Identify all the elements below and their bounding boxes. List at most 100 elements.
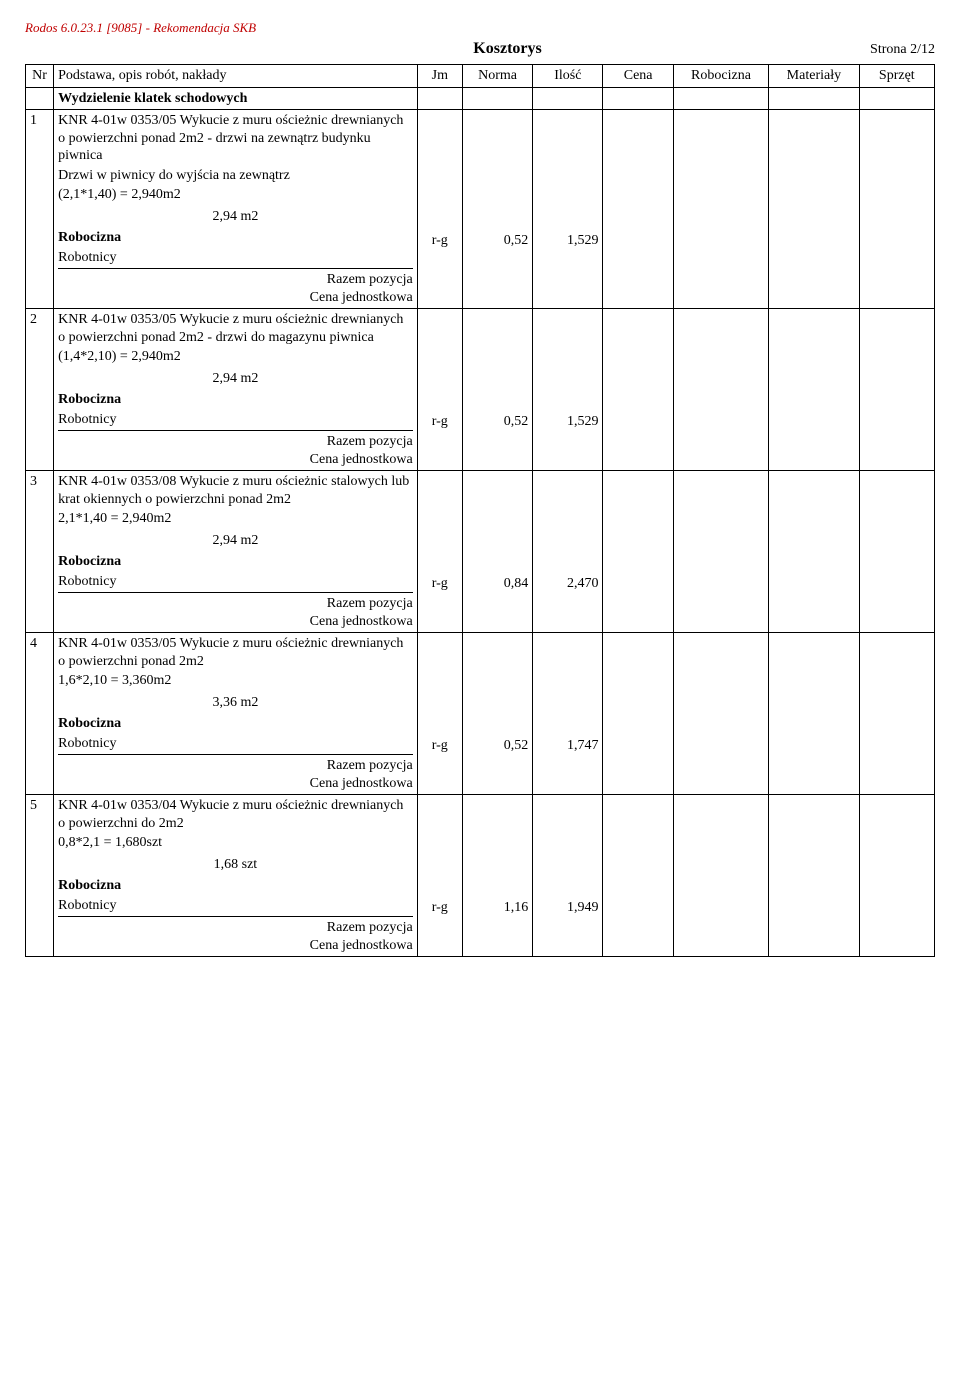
cena-jednostkowa-label: Cena jednostkowa bbox=[58, 775, 413, 793]
empty-cell bbox=[859, 795, 934, 957]
empty-cell bbox=[673, 633, 768, 795]
col-header-sprzet: Sprzęt bbox=[859, 65, 934, 88]
item-calc: (1,4*2,10) = 2,940m2 bbox=[58, 348, 413, 366]
cell: 1,747 bbox=[533, 633, 603, 795]
item-title: KNR 4-01w 0353/05 Wykucie z muru ościeżn… bbox=[58, 635, 413, 670]
empty-cell bbox=[603, 309, 673, 471]
cell: 1,16 bbox=[462, 795, 532, 957]
item-nr: 2 bbox=[26, 309, 54, 471]
item-nr: 4 bbox=[26, 633, 54, 795]
empty-cell bbox=[859, 309, 934, 471]
robocizna-label: Robocizna bbox=[58, 553, 413, 571]
item-title: KNR 4-01w 0353/08 Wykucie z muru ościeżn… bbox=[58, 473, 413, 508]
cena-jednostkowa-label: Cena jednostkowa bbox=[58, 451, 413, 469]
page-indicator: Strona 2/12 bbox=[870, 42, 935, 58]
item-jm: r-g bbox=[422, 899, 458, 917]
item-qty: 2,94 m2 bbox=[58, 532, 413, 550]
item-qty: 2,94 m2 bbox=[58, 370, 413, 388]
header-label: Rodos 6.0.23.1 [9085] - Rekomendacja SKB bbox=[25, 20, 935, 36]
robocizna-label: Robocizna bbox=[58, 715, 413, 733]
item-ilosc: 1,529 bbox=[537, 413, 598, 431]
robotnicy-label: Robotnicy bbox=[58, 411, 413, 429]
item-qty: 1,68 szt bbox=[58, 856, 413, 874]
cell: r-g bbox=[417, 633, 462, 795]
empty-cell bbox=[603, 633, 673, 795]
item-ilosc: 1,529 bbox=[537, 232, 598, 250]
cell: 2,470 bbox=[533, 471, 603, 633]
robocizna-label: Robocizna bbox=[58, 391, 413, 409]
cell: r-g bbox=[417, 309, 462, 471]
empty-cell bbox=[673, 795, 768, 957]
item-desc: KNR 4-01w 0353/05 Wykucie z muru ościeżn… bbox=[54, 633, 418, 795]
table-row: 5KNR 4-01w 0353/04 Wykucie z muru oścież… bbox=[26, 795, 935, 957]
item-title: KNR 4-01w 0353/04 Wykucie z muru ościeżn… bbox=[58, 797, 413, 832]
doc-title: Kosztorys bbox=[145, 40, 870, 58]
cena-jednostkowa-label: Cena jednostkowa bbox=[58, 937, 413, 955]
empty-cell bbox=[673, 471, 768, 633]
item-jm: r-g bbox=[422, 575, 458, 593]
item-ilosc: 2,470 bbox=[537, 575, 598, 593]
robocizna-label: Robocizna bbox=[58, 877, 413, 895]
empty-cell bbox=[769, 110, 859, 309]
item-jm: r-g bbox=[422, 232, 458, 250]
robotnicy-label: Robotnicy bbox=[58, 573, 413, 591]
empty-cell bbox=[603, 110, 673, 309]
table-row: 2KNR 4-01w 0353/05 Wykucie z muru oścież… bbox=[26, 309, 935, 471]
item-norma: 0,52 bbox=[467, 737, 528, 755]
empty-cell bbox=[673, 110, 768, 309]
item-qty: 2,94 m2 bbox=[58, 208, 413, 226]
cost-table: Nr Podstawa, opis robót, nakłady Jm Norm… bbox=[25, 64, 935, 957]
title-row: Kosztorys Strona 2/12 bbox=[25, 40, 935, 58]
col-header-robocizna: Robocizna bbox=[673, 65, 768, 88]
col-header-jm: Jm bbox=[417, 65, 462, 88]
empty-cell bbox=[859, 633, 934, 795]
item-qty: 3,36 m2 bbox=[58, 694, 413, 712]
col-header-ilosc: Ilość bbox=[533, 65, 603, 88]
col-header-desc: Podstawa, opis robót, nakłady bbox=[54, 65, 418, 88]
empty-cell bbox=[859, 471, 934, 633]
item-norma: 0,52 bbox=[467, 232, 528, 250]
table-row: 3KNR 4-01w 0353/08 Wykucie z muru oścież… bbox=[26, 471, 935, 633]
item-desc: KNR 4-01w 0353/04 Wykucie z muru ościeżn… bbox=[54, 795, 418, 957]
item-calc: 2,1*1,40 = 2,940m2 bbox=[58, 510, 413, 528]
item-calc: 1,6*2,10 = 3,360m2 bbox=[58, 672, 413, 690]
cell: 0,52 bbox=[462, 633, 532, 795]
cell: 1,529 bbox=[533, 309, 603, 471]
empty-cell bbox=[769, 471, 859, 633]
table-header-row: Nr Podstawa, opis robót, nakłady Jm Norm… bbox=[26, 65, 935, 88]
section-row: Wydzielenie klatek schodowych bbox=[26, 87, 935, 110]
col-header-cena: Cena bbox=[603, 65, 673, 88]
empty-cell bbox=[603, 471, 673, 633]
item-nr: 1 bbox=[26, 110, 54, 309]
item-calc: (2,1*1,40) = 2,940m2 bbox=[58, 186, 413, 204]
empty-cell bbox=[603, 795, 673, 957]
cell: 1,529 bbox=[533, 110, 603, 309]
item-title: KNR 4-01w 0353/05 Wykucie z muru ościeżn… bbox=[58, 112, 413, 165]
cell: 0,52 bbox=[462, 110, 532, 309]
item-norma: 1,16 bbox=[467, 899, 528, 917]
item-jm: r-g bbox=[422, 413, 458, 431]
empty-cell bbox=[859, 110, 934, 309]
item-title: KNR 4-01w 0353/05 Wykucie z muru ościeżn… bbox=[58, 311, 413, 346]
razem-pozycja-label: Razem pozycja bbox=[58, 754, 413, 775]
cena-jednostkowa-label: Cena jednostkowa bbox=[58, 613, 413, 631]
razem-pozycja-label: Razem pozycja bbox=[58, 916, 413, 937]
item-nr: 3 bbox=[26, 471, 54, 633]
section-title: Wydzielenie klatek schodowych bbox=[54, 87, 418, 110]
robocizna-label: Robocizna bbox=[58, 229, 413, 247]
empty-cell bbox=[769, 633, 859, 795]
razem-pozycja-label: Razem pozycja bbox=[58, 592, 413, 613]
item-subtext: Drzwi w piwnicy do wyjścia na zewnątrz bbox=[58, 167, 413, 185]
cell: 1,949 bbox=[533, 795, 603, 957]
item-desc: KNR 4-01w 0353/05 Wykucie z muru ościeżn… bbox=[54, 110, 418, 309]
empty-cell bbox=[769, 309, 859, 471]
item-desc: KNR 4-01w 0353/08 Wykucie z muru ościeżn… bbox=[54, 471, 418, 633]
col-header-norma: Norma bbox=[462, 65, 532, 88]
col-header-materialy: Materiały bbox=[769, 65, 859, 88]
cell: 0,84 bbox=[462, 471, 532, 633]
item-desc: KNR 4-01w 0353/05 Wykucie z muru ościeżn… bbox=[54, 309, 418, 471]
item-nr: 5 bbox=[26, 795, 54, 957]
item-norma: 0,84 bbox=[467, 575, 528, 593]
razem-pozycja-label: Razem pozycja bbox=[58, 430, 413, 451]
table-row: 1KNR 4-01w 0353/05 Wykucie z muru oścież… bbox=[26, 110, 935, 309]
